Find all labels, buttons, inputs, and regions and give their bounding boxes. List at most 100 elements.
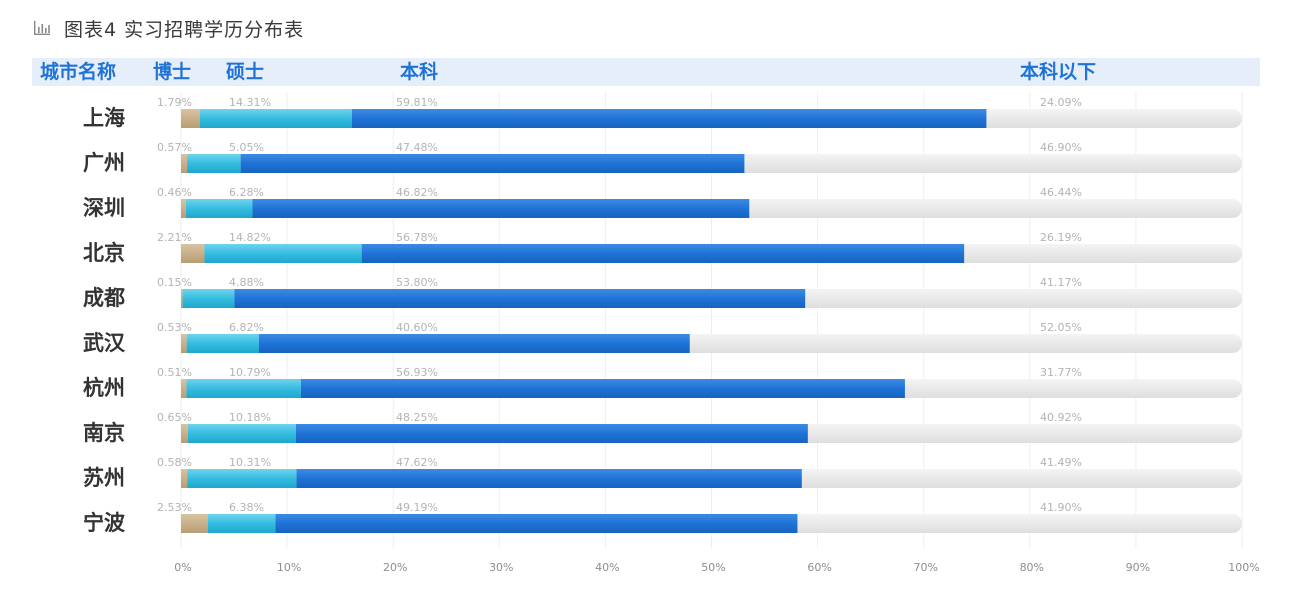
bar-成都-博士 <box>181 289 183 308</box>
bar-武汉-博士 <box>181 334 187 353</box>
bar-深圳-本科 <box>252 199 750 218</box>
bar-苏州-博士 <box>181 469 188 488</box>
bar-杭州-本科 <box>300 379 905 398</box>
bar-宁波-博士 <box>181 514 208 533</box>
data-label-武汉-硕士: 6.82% <box>229 321 264 334</box>
x-tick-label: 30% <box>489 561 513 574</box>
data-label-苏州-博士: 0.58% <box>157 456 192 469</box>
city-label-武汉: 武汉 <box>83 331 126 355</box>
x-tick-label: 70% <box>913 561 937 574</box>
data-label-上海-硕士: 14.31% <box>229 96 271 109</box>
header-master: 硕士 <box>226 61 265 83</box>
city-label-上海: 上海 <box>83 106 125 130</box>
bar-宁波-本科 <box>275 514 798 533</box>
bar-南京-硕士 <box>187 424 296 443</box>
x-tick-label: 10% <box>277 561 301 574</box>
data-label-成都-本科以下: 41.17% <box>1040 276 1082 289</box>
data-label-武汉-本科: 40.60% <box>396 321 438 334</box>
header-phd: 博士 <box>153 61 192 83</box>
bar-上海-博士 <box>181 109 200 128</box>
bar-北京-博士 <box>181 244 205 263</box>
data-label-南京-本科以下: 40.92% <box>1040 411 1082 424</box>
x-tick-label: 60% <box>807 561 831 574</box>
data-label-深圳-本科以下: 46.44% <box>1040 186 1082 199</box>
data-label-上海-本科: 59.81% <box>396 96 438 109</box>
header-band <box>32 58 1260 86</box>
data-label-深圳-硕士: 6.28% <box>229 186 264 199</box>
data-label-成都-硕士: 4.88% <box>229 276 264 289</box>
data-label-南京-博士: 0.65% <box>157 411 192 424</box>
x-tick-label: 100% <box>1228 561 1259 574</box>
bar-chart-icon <box>34 21 50 35</box>
x-tick-label: 40% <box>595 561 619 574</box>
data-label-深圳-本科: 46.82% <box>396 186 438 199</box>
data-label-上海-本科以下: 24.09% <box>1040 96 1082 109</box>
header-bachelor: 本科 <box>400 61 439 83</box>
bar-南京-博士 <box>181 424 188 443</box>
city-label-北京: 北京 <box>83 241 125 265</box>
bar-杭州-博士 <box>181 379 187 398</box>
city-label-杭州: 杭州 <box>83 376 125 400</box>
bar-成都-本科 <box>234 289 806 308</box>
chart-title: 图表4 实习招聘学历分布表 <box>64 18 305 41</box>
data-label-广州-硕士: 5.05% <box>229 141 264 154</box>
data-label-宁波-硕士: 6.38% <box>229 501 264 514</box>
data-label-南京-本科: 48.25% <box>396 411 438 424</box>
data-label-广州-本科: 47.48% <box>396 141 438 154</box>
bar-广州-硕士 <box>187 154 241 173</box>
header-city: 城市名称 <box>40 61 117 83</box>
bar-上海-硕士 <box>199 109 352 128</box>
data-label-宁波-博士: 2.53% <box>157 501 192 514</box>
data-label-北京-硕士: 14.82% <box>229 231 271 244</box>
data-label-北京-本科: 56.78% <box>396 231 438 244</box>
data-label-苏州-本科: 47.62% <box>396 456 438 469</box>
city-label-成都: 成都 <box>83 286 125 310</box>
data-label-杭州-本科以下: 31.77% <box>1040 366 1082 379</box>
data-label-武汉-本科以下: 52.05% <box>1040 321 1082 334</box>
bar-成都-硕士 <box>182 289 235 308</box>
data-label-北京-本科以下: 26.19% <box>1040 231 1082 244</box>
bar-广州-博士 <box>181 154 188 173</box>
bar-杭州-硕士 <box>186 379 301 398</box>
data-label-成都-本科: 53.80% <box>396 276 438 289</box>
data-label-广州-本科以下: 46.90% <box>1040 141 1082 154</box>
chart-title-bar: 图表4 实习招聘学历分布表 <box>32 14 304 42</box>
city-label-南京: 南京 <box>83 421 125 445</box>
city-label-深圳: 深圳 <box>83 196 125 220</box>
data-label-宁波-本科以下: 41.90% <box>1040 501 1082 514</box>
bar-宁波-硕士 <box>207 514 276 533</box>
bar-苏州-本科 <box>296 469 802 488</box>
x-tick-label: 0% <box>174 561 191 574</box>
data-label-成都-博士: 0.15% <box>157 276 192 289</box>
bar-北京-本科 <box>361 244 965 263</box>
bar-北京-硕士 <box>204 244 362 263</box>
data-label-杭州-本科: 56.93% <box>396 366 438 379</box>
data-label-苏州-硕士: 10.31% <box>229 456 271 469</box>
bar-深圳-硕士 <box>185 199 253 218</box>
bar-武汉-硕士 <box>186 334 259 353</box>
bar-广州-本科 <box>240 154 745 173</box>
city-label-苏州: 苏州 <box>83 466 125 490</box>
bar-苏州-硕士 <box>187 469 297 488</box>
data-label-深圳-博士: 0.46% <box>157 186 192 199</box>
header-below-bachelor: 本科以下 <box>1020 61 1097 83</box>
bar-上海-本科 <box>351 109 987 128</box>
data-label-广州-博士: 0.57% <box>157 141 192 154</box>
x-tick-label: 20% <box>383 561 407 574</box>
city-label-广州: 广州 <box>83 151 125 175</box>
data-label-武汉-博士: 0.53% <box>157 321 192 334</box>
data-label-杭州-硕士: 10.79% <box>229 366 271 379</box>
data-label-北京-博士: 2.21% <box>157 231 192 244</box>
bar-武汉-本科 <box>258 334 690 353</box>
x-tick-label: 90% <box>1126 561 1150 574</box>
data-label-宁波-本科: 49.19% <box>396 501 438 514</box>
data-label-苏州-本科以下: 41.49% <box>1040 456 1082 469</box>
x-tick-label: 80% <box>1020 561 1044 574</box>
data-label-上海-博士: 1.79% <box>157 96 192 109</box>
data-label-南京-硕士: 10.18% <box>229 411 271 424</box>
city-label-宁波: 宁波 <box>83 511 126 535</box>
x-tick-label: 50% <box>701 561 725 574</box>
bar-南京-本科 <box>295 424 808 443</box>
bar-深圳-博士 <box>181 199 186 218</box>
